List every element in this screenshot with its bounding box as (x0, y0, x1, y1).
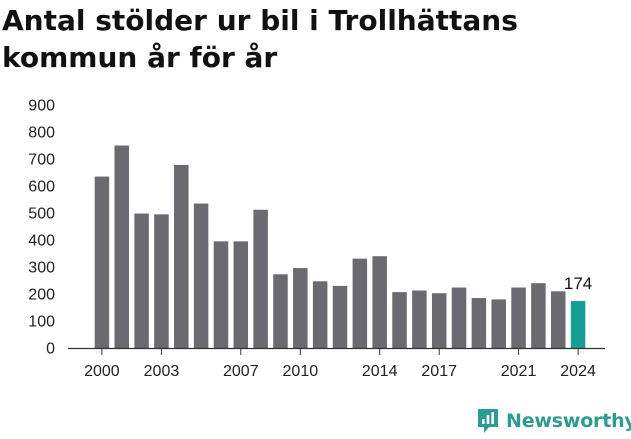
bar-2003 (154, 214, 169, 348)
y-tick-label-100: 100 (28, 314, 55, 331)
y-tick-label-900: 900 (28, 98, 55, 115)
data-label-2024: 174 (564, 274, 592, 293)
x-tick-label-2021: 2021 (501, 363, 537, 380)
bar-2015 (392, 292, 407, 348)
y-tick-label-0: 0 (46, 341, 55, 358)
bar-2018 (451, 287, 467, 348)
y-tick-label-500: 500 (28, 206, 55, 223)
chart-title-line-1: Antal stölder ur bil i Trollhättans (2, 4, 518, 37)
x-tick-label-2017: 2017 (421, 363, 457, 380)
y-tick-label-300: 300 (28, 260, 55, 277)
bar-2017 (431, 293, 447, 348)
y-tick-label-200: 200 (28, 287, 55, 304)
bar-2011 (312, 281, 328, 348)
y-tick-label-400: 400 (28, 233, 55, 250)
bar-2019 (471, 298, 487, 348)
y-tick-label-700: 700 (28, 152, 55, 169)
bar-2001 (114, 145, 130, 348)
bar-2004 (174, 164, 189, 348)
bar-2022 (531, 283, 546, 348)
bar-2012 (332, 285, 348, 348)
y-tick-label-600: 600 (28, 179, 55, 196)
x-tick-label-2024: 2024 (560, 363, 596, 380)
bar-2014 (372, 256, 387, 348)
chart-title-line-2: kommun år för år (2, 41, 278, 74)
newsworthy-logo-icon (478, 409, 498, 433)
x-tick-label-2010: 2010 (283, 363, 319, 380)
brand-logo: Newsworthy (476, 408, 631, 434)
bar-2009 (273, 274, 288, 348)
bar-2010 (293, 268, 308, 348)
bar-2007 (233, 241, 249, 348)
bar-2016 (412, 290, 427, 348)
chart-title: Antal stölder ur bil i Trollhättans komm… (2, 2, 622, 76)
bar-2020 (491, 299, 506, 348)
x-tick-label-2007: 2007 (223, 363, 259, 380)
bar-2023 (550, 291, 566, 348)
bar-2006 (213, 241, 229, 348)
x-tick-label-2000: 2000 (84, 363, 120, 380)
brand-name: Newsworthy (506, 410, 631, 432)
bar-2008 (253, 209, 268, 348)
y-tick-label-800: 800 (28, 125, 55, 142)
x-tick-label-2014: 2014 (362, 363, 398, 380)
x-tick-label-2003: 2003 (144, 363, 180, 380)
bar-2002 (134, 213, 149, 348)
bar-2024 (570, 301, 586, 348)
bar-2013 (352, 258, 368, 348)
bar-2005 (193, 203, 209, 348)
bar-2000 (94, 176, 110, 348)
bar-2021 (511, 287, 526, 348)
